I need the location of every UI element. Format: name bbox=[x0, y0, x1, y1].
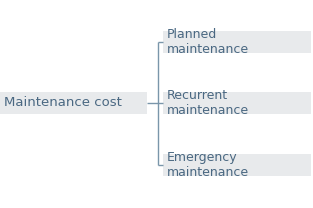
Text: Emergency
maintenance: Emergency maintenance bbox=[167, 151, 249, 179]
Text: Maintenance cost: Maintenance cost bbox=[4, 97, 122, 109]
Bar bbox=[163, 154, 311, 176]
Text: Planned
maintenance: Planned maintenance bbox=[167, 28, 249, 56]
Text: Recurrent
maintenance: Recurrent maintenance bbox=[167, 89, 249, 117]
Bar bbox=[0, 92, 147, 114]
Bar bbox=[163, 31, 311, 53]
Bar bbox=[163, 92, 311, 114]
